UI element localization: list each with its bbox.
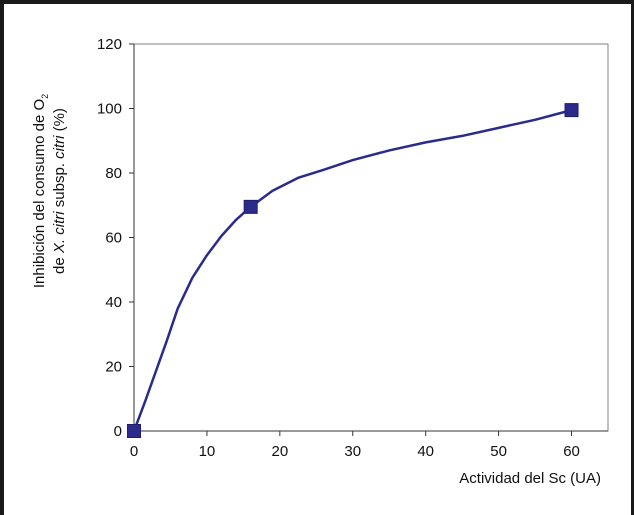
y-tick-label: 0 (114, 423, 122, 440)
axes: 0 20 40 60 80 100 120 0 10 20 30 40 50 60 (97, 36, 609, 460)
series-line (132, 108, 572, 432)
y-tick-label: 20 (105, 359, 122, 376)
x-tick-label: 10 (199, 443, 216, 460)
x-tick-label: 30 (344, 443, 361, 460)
x-tick-label: 50 (490, 443, 507, 460)
y-tick-label: 40 (105, 294, 122, 311)
y-tick-label: 80 (105, 165, 122, 182)
y-axis-label: Inhibición del consumo de O2 de X. citri… (31, 94, 68, 288)
plot-area-border (133, 43, 609, 432)
x-tick-label: 60 (563, 443, 580, 460)
y-tick-label: 100 (97, 101, 122, 118)
data-point-marker (243, 199, 258, 214)
data-point-marker (564, 103, 579, 118)
x-tick-label: 20 (272, 443, 289, 460)
series (127, 103, 579, 438)
data-point-marker (127, 424, 141, 438)
y-tick-label: 120 (97, 36, 122, 53)
y-axis-label-line2: de X. citri subsp. citri (%) (51, 108, 68, 274)
y-axis-label-line1: Inhibición del consumo de O2 (31, 94, 50, 288)
y-tick-label: 60 (105, 230, 122, 247)
x-tick-label: 0 (130, 443, 138, 460)
x-tick-label: 40 (417, 443, 434, 460)
chart-svg: 0 20 40 60 80 100 120 0 10 20 30 40 50 60 Actividad d… (31, 36, 609, 487)
x-axis-label: Actividad del Sc (UA) (459, 470, 601, 487)
